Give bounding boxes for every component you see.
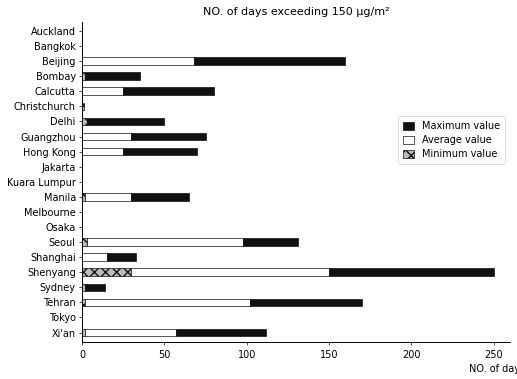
Bar (82, 299, 85, 306)
Bar (82, 117, 87, 125)
Bar (82, 254, 107, 261)
Bar (194, 57, 345, 65)
Bar (123, 88, 214, 95)
Bar (82, 103, 84, 110)
Legend: Maximum value, Average value, Minimum value: Maximum value, Average value, Minimum va… (398, 116, 505, 164)
Bar (82, 133, 131, 140)
Bar (82, 238, 87, 246)
Bar (82, 57, 194, 65)
Bar (82, 268, 131, 276)
Bar (329, 268, 494, 276)
Bar (82, 88, 123, 95)
Bar (131, 133, 206, 140)
Bar (131, 268, 329, 276)
Bar (85, 299, 250, 306)
Bar (85, 72, 140, 80)
Bar (82, 193, 85, 200)
Bar (250, 299, 362, 306)
Bar (176, 329, 266, 336)
Bar (82, 148, 123, 155)
Bar (123, 148, 197, 155)
Bar (82, 329, 85, 336)
Bar (244, 238, 298, 246)
Title: NO. of days exceeding 150 μg/m²: NO. of days exceeding 150 μg/m² (203, 7, 389, 17)
Bar (82, 72, 85, 80)
Bar (131, 193, 189, 200)
Bar (87, 117, 164, 125)
Bar (85, 193, 131, 200)
X-axis label: NO. of days :: NO. of days : (469, 364, 517, 374)
Bar (85, 283, 105, 291)
Bar (85, 329, 176, 336)
Bar (82, 283, 85, 291)
Bar (87, 238, 244, 246)
Bar (107, 254, 136, 261)
